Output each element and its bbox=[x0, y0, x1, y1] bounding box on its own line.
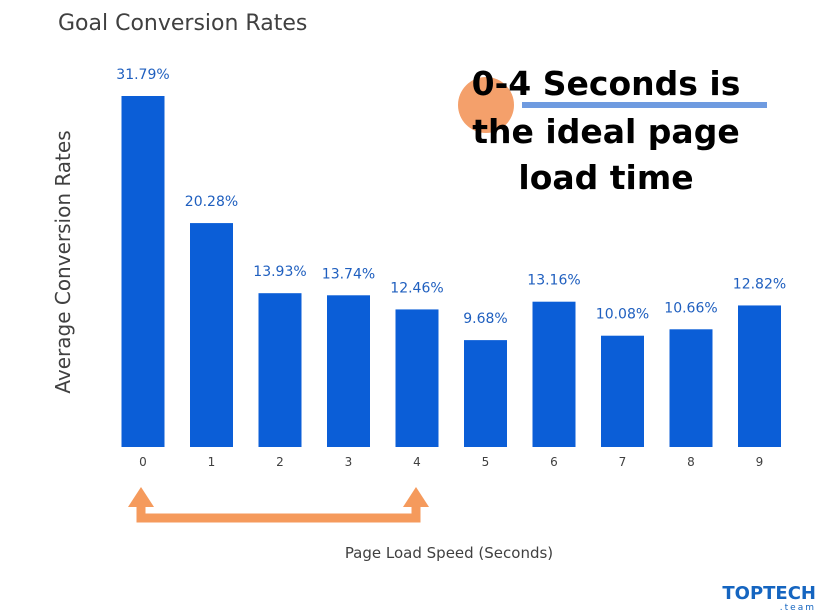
data-label-8: 10.66% bbox=[664, 300, 717, 316]
data-label-0: 31.79% bbox=[116, 67, 169, 83]
bar-8 bbox=[669, 329, 713, 447]
arrowhead-left bbox=[128, 487, 154, 507]
x-tick-9: 9 bbox=[756, 455, 764, 469]
x-tick-4: 4 bbox=[413, 455, 421, 469]
range-arrow bbox=[136, 505, 421, 523]
bar-6 bbox=[532, 301, 576, 447]
x-tick-5: 5 bbox=[482, 455, 490, 469]
x-tick-8: 8 bbox=[687, 455, 695, 469]
bar-2 bbox=[258, 293, 302, 447]
data-label-2: 13.93% bbox=[253, 264, 306, 280]
data-label-7: 10.08% bbox=[596, 307, 649, 323]
x-tick-6: 6 bbox=[550, 455, 558, 469]
bar-9 bbox=[738, 305, 781, 447]
y-axis-label: Average Conversion Rates bbox=[51, 130, 75, 393]
data-labels: 31.79% 20.28% 13.93% 13.74% 12.46% 9.68% 13.16… bbox=[116, 67, 786, 327]
x-tick-7: 7 bbox=[619, 455, 627, 469]
data-label-4: 12.46% bbox=[390, 280, 443, 296]
data-label-6: 13.16% bbox=[527, 273, 580, 289]
bar-1 bbox=[190, 223, 233, 447]
bars bbox=[121, 96, 781, 447]
x-axis-label: Page Load Speed (Seconds) bbox=[345, 544, 553, 562]
bar-4 bbox=[395, 309, 439, 447]
callout-line-3: load time bbox=[518, 158, 693, 197]
callout-line-2: the ideal page bbox=[472, 112, 739, 151]
x-tick-3: 3 bbox=[345, 455, 353, 469]
callout-circle-decoration bbox=[458, 77, 514, 133]
chart-title: Goal Conversion Rates bbox=[58, 11, 307, 36]
data-label-1: 20.28% bbox=[185, 194, 238, 210]
arrowhead-right bbox=[403, 487, 429, 507]
brand-logo-text: TOPTECH bbox=[722, 583, 816, 604]
bar-3 bbox=[327, 295, 370, 447]
callout-line-1: 0-4 Seconds is bbox=[472, 64, 741, 103]
brand-logo-subtext: .team bbox=[780, 603, 816, 613]
x-tick-1: 1 bbox=[208, 455, 216, 469]
data-label-9: 12.82% bbox=[733, 276, 786, 292]
data-label-3: 13.74% bbox=[322, 266, 375, 282]
x-tick-labels: 0 1 2 3 4 5 6 7 8 9 bbox=[139, 455, 763, 469]
x-tick-0: 0 bbox=[139, 455, 147, 469]
bar-5 bbox=[464, 340, 507, 447]
data-label-5: 9.68% bbox=[463, 311, 507, 327]
bar-0 bbox=[121, 96, 165, 447]
bar-7 bbox=[601, 335, 644, 447]
x-tick-2: 2 bbox=[276, 455, 284, 469]
